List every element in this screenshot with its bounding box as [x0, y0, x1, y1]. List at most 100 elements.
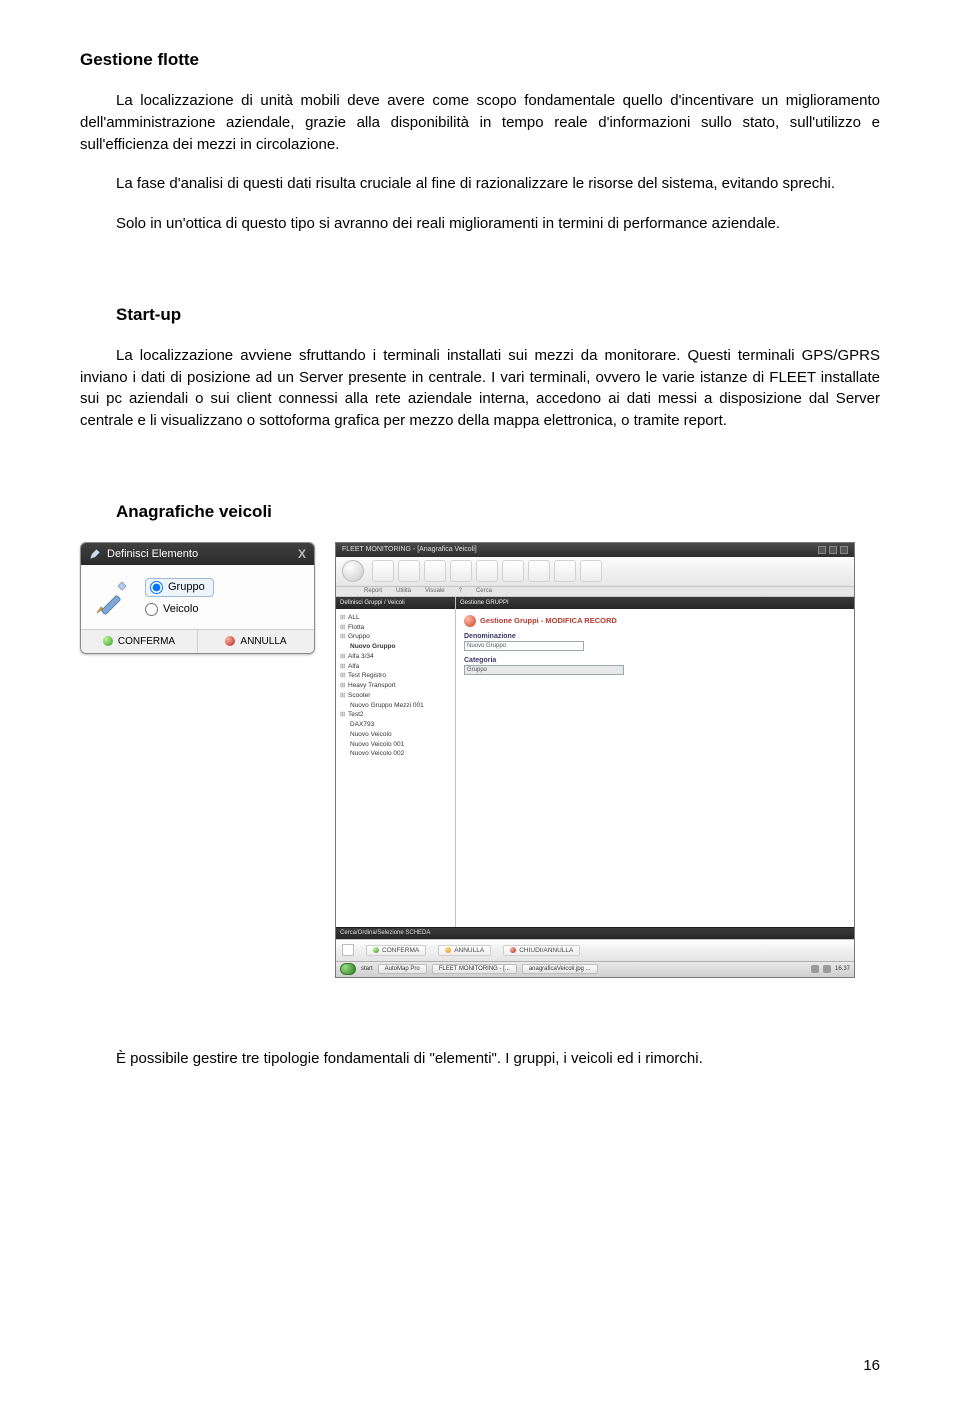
right-section-title: Gestione Gruppi - MODIFICA RECORD — [464, 615, 846, 627]
right-panel: Gestione GRUPPI Gestione Gruppi - MODIFI… — [456, 597, 854, 927]
right-panel-title: Gestione GRUPPI — [460, 600, 509, 606]
tree-item: Nuovo Veicolo — [340, 730, 451, 740]
page-number: 16 — [863, 1357, 880, 1374]
radio-gruppo[interactable]: Gruppo — [145, 578, 214, 597]
bottom-annulla-button[interactable]: ANNULLA — [438, 945, 491, 956]
windows-taskbar: start AutoMap Pro FLEET MONITORING - [..… — [336, 961, 854, 977]
bottom-chiudi-button[interactable]: CHIUDI/ANNULLA — [503, 945, 580, 956]
check-icon — [103, 636, 113, 646]
annulla-label: ANNULLA — [240, 636, 286, 647]
definisci-elemento-dialog: Definisci Elemento X Gruppo Veicolo — [80, 542, 315, 654]
app-subbar: Report Utilità Visuale ? Cerca — [336, 587, 854, 597]
screenshot-row: Definisci Elemento X Gruppo Veicolo — [80, 542, 880, 978]
app-title: FLEET MONITORING - [Anagrafica Veicoli] — [342, 546, 477, 553]
toolbar-btn-1[interactable] — [372, 560, 394, 582]
dialog-titlebar: Definisci Elemento X — [81, 543, 314, 565]
tree-item: ⊞Flotta — [340, 623, 451, 633]
subbar-cerca[interactable]: Cerca — [476, 588, 492, 594]
heading-anagrafiche: Anagrafiche veicoli — [80, 502, 880, 522]
group-icon — [464, 615, 476, 627]
radio-veicolo-label: Veicolo — [163, 603, 198, 615]
app-toolbar — [336, 557, 854, 587]
window-controls — [818, 546, 848, 554]
tray-icon[interactable] — [823, 965, 831, 973]
conferma-button[interactable]: CONFERMA — [81, 630, 198, 653]
tree-item: ⊞Scooter — [340, 691, 451, 701]
categoria-select[interactable]: Gruppo — [464, 665, 624, 675]
left-panel: Definisci Gruppi / Veicoli ⊞ALL ⊞Flotta … — [336, 597, 456, 927]
tree-item: DAX793 — [340, 720, 451, 730]
subbar-visuale[interactable]: Visuale — [425, 588, 445, 594]
radio-group: Gruppo Veicolo — [145, 578, 214, 616]
para-1: La localizzazione di unità mobili deve a… — [80, 90, 880, 155]
field-denominazione: Denominazione Nuovo Gruppo — [464, 633, 846, 651]
tree-item: ⊞Heavy Transport — [340, 681, 451, 691]
start-label: start — [361, 966, 373, 972]
right-content: Gestione Gruppi - MODIFICA RECORD Denomi… — [456, 609, 854, 927]
tray-icon[interactable] — [811, 965, 819, 973]
toolbar-btn-8[interactable] — [554, 560, 576, 582]
close-window-icon[interactable] — [840, 546, 848, 554]
app-titlebar: FLEET MONITORING - [Anagrafica Veicoli] — [336, 543, 854, 557]
toolbar-btn-5[interactable] — [476, 560, 498, 582]
para-5: È possibile gestire tre tipologie fondam… — [80, 1048, 880, 1070]
right-section-title-label: Gestione Gruppi - MODIFICA RECORD — [480, 616, 617, 625]
para-3: Solo in un'ottica di questo tipo si avra… — [80, 213, 880, 235]
categoria-label: Categoria — [464, 657, 846, 664]
conferma-label: CONFERMA — [118, 636, 175, 647]
minimize-icon[interactable] — [818, 546, 826, 554]
tree-item: Nuovo Gruppo — [340, 642, 451, 652]
para-2: La fase d'analisi di questi dati risulta… — [80, 173, 880, 195]
dialog-body: Gruppo Veicolo — [81, 565, 314, 629]
start-button[interactable] — [340, 963, 356, 975]
taskbar-app-2[interactable]: FLEET MONITORING - [... — [432, 964, 517, 974]
bottom-square-icon[interactable] — [342, 944, 354, 956]
subbar-report[interactable]: Report — [364, 588, 382, 594]
close-icon — [510, 947, 516, 953]
undo-icon — [445, 947, 451, 953]
pencil-large-icon — [91, 575, 135, 619]
tree-item: ⊞Test Registro — [340, 671, 451, 681]
system-tray: 16.37 — [811, 965, 850, 973]
tree-item: Nuovo Gruppo Mezzi 001 — [340, 701, 451, 711]
annulla-button[interactable]: ANNULLA — [198, 630, 314, 653]
heading-start-up: Start-up — [80, 305, 880, 325]
app-body: Definisci Gruppi / Veicoli ⊞ALL ⊞Flotta … — [336, 597, 854, 927]
tree-item: ⊞Gruppo — [340, 632, 451, 642]
right-panel-header: Gestione GRUPPI — [456, 597, 854, 609]
tree-item: ⊞ALL — [340, 613, 451, 623]
dialog-buttons: CONFERMA ANNULLA — [81, 629, 314, 653]
pencil-icon — [89, 548, 101, 560]
toolbar-btn-2[interactable] — [398, 560, 420, 582]
subbar-utilita[interactable]: Utilità — [396, 588, 411, 594]
lower-strip-label: Cerca/Ordina/Selezione SCHEDA — [340, 930, 430, 936]
toolbar-btn-9[interactable] — [580, 560, 602, 582]
toolbar-btn-3[interactable] — [424, 560, 446, 582]
toolbar-btn-4[interactable] — [450, 560, 472, 582]
tree-item: ⊞Alfa — [340, 662, 451, 672]
fleet-app-window: FLEET MONITORING - [Anagrafica Veicoli] … — [335, 542, 855, 978]
left-panel-header: Definisci Gruppi / Veicoli — [336, 597, 455, 609]
radio-gruppo-input[interactable] — [150, 581, 163, 594]
tree-item: Nuovo Veicolo 002 — [340, 749, 451, 759]
vehicle-tree[interactable]: ⊞ALL ⊞Flotta ⊞Gruppo Nuovo Gruppo ⊞Alfa … — [336, 609, 455, 927]
field-categoria: Categoria Gruppo — [464, 657, 846, 675]
heading-gestione-flotte: Gestione flotte — [80, 50, 880, 70]
radio-veicolo[interactable]: Veicolo — [145, 603, 214, 616]
back-icon[interactable] — [342, 560, 364, 582]
cancel-icon — [225, 636, 235, 646]
taskbar-app-3[interactable]: anagraficaVeicoli.jpg ... — [522, 964, 598, 974]
denominazione-input[interactable]: Nuovo Gruppo — [464, 641, 584, 651]
close-icon[interactable]: X — [298, 547, 306, 561]
radio-veicolo-input[interactable] — [145, 603, 158, 616]
subbar-help[interactable]: ? — [459, 588, 462, 594]
lower-strip: Cerca/Ordina/Selezione SCHEDA — [336, 927, 854, 939]
dialog-title: Definisci Elemento — [107, 548, 198, 560]
maximize-icon[interactable] — [829, 546, 837, 554]
clock: 16.37 — [835, 966, 850, 972]
taskbar-app-1[interactable]: AutoMap Pro — [378, 964, 427, 974]
toolbar-btn-7[interactable] — [528, 560, 550, 582]
para-4: La localizzazione avviene sfruttando i t… — [80, 345, 880, 432]
bottom-conferma-button[interactable]: CONFERMA — [366, 945, 426, 956]
toolbar-btn-6[interactable] — [502, 560, 524, 582]
